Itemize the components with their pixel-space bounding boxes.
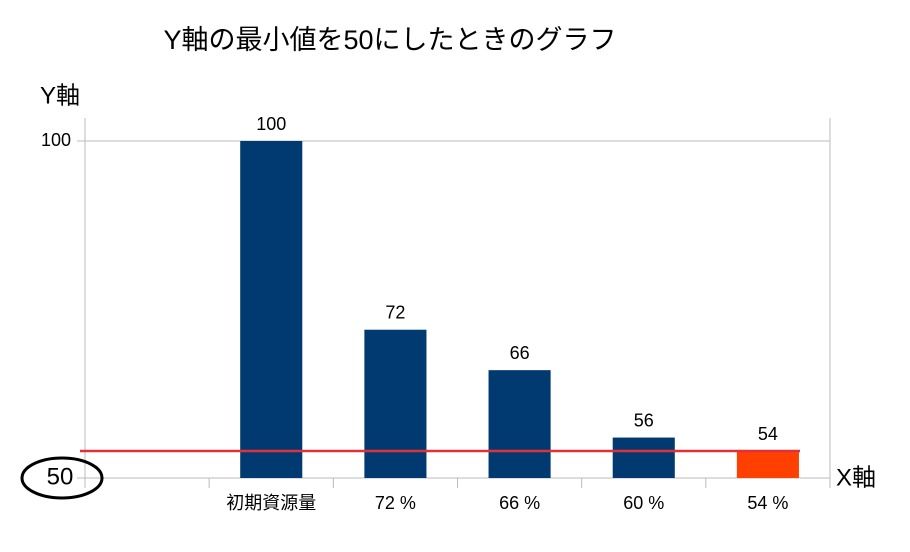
x-axis-label: X軸 <box>836 464 876 491</box>
bar <box>488 370 551 478</box>
data-label: 100 <box>256 114 286 134</box>
bar <box>736 451 799 478</box>
data-label: 54 <box>758 424 778 444</box>
x-tick-label: 60 % <box>623 493 664 513</box>
data-label: 66 <box>510 343 530 363</box>
data-label: 72 <box>385 302 405 322</box>
y-axis-label: Y軸 <box>40 82 80 109</box>
bar <box>364 329 427 478</box>
y-tick-label: 50 <box>47 463 74 490</box>
x-tick-label: 72 % <box>375 493 416 513</box>
x-tick-label: 54 % <box>747 493 788 513</box>
x-tick-label: 初期資源量 <box>226 493 316 513</box>
chart-title: Y軸の最小値を50にしたときのグラフ <box>163 25 616 55</box>
bar <box>612 437 675 478</box>
data-label: 56 <box>634 410 654 430</box>
bar <box>240 141 303 478</box>
y-tick-label: 100 <box>41 130 71 150</box>
x-tick-label: 66 % <box>499 493 540 513</box>
highlight-circle <box>20 456 104 500</box>
